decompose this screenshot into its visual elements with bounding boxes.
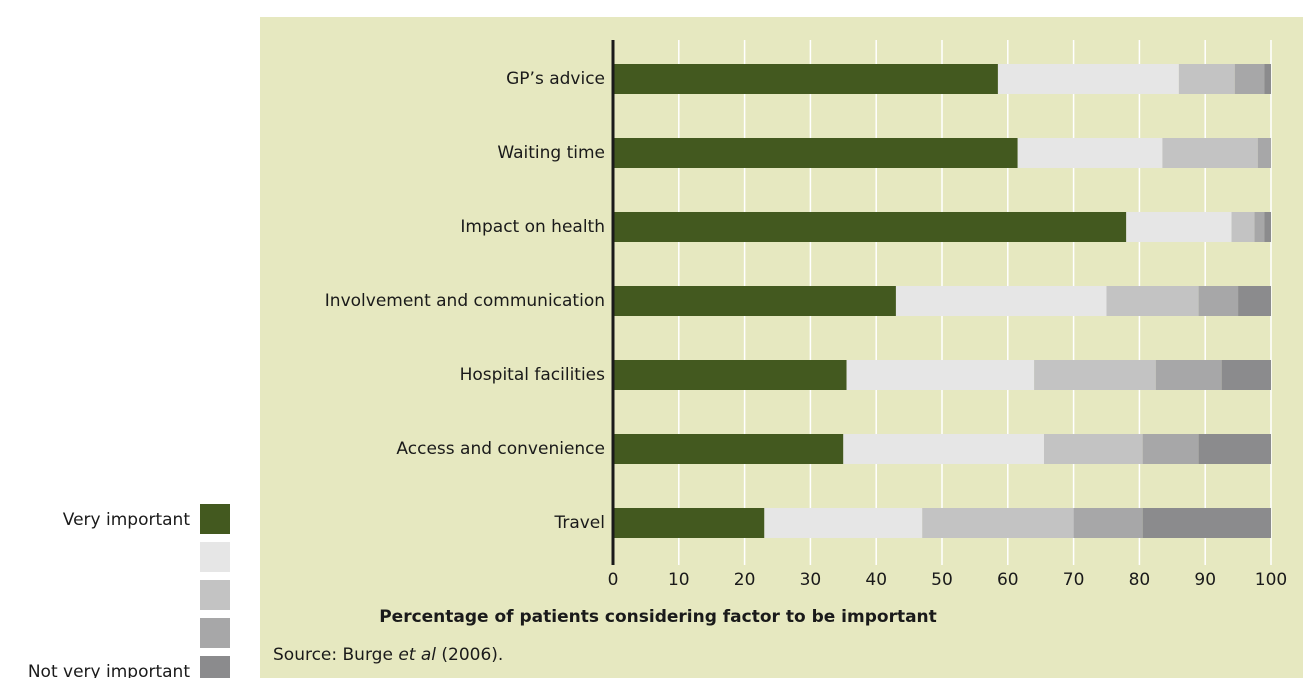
bar-segment	[1126, 212, 1232, 242]
bar-segment	[613, 212, 1127, 242]
panel	[260, 17, 1303, 678]
bar-segment	[613, 138, 1018, 168]
bar-segment	[997, 64, 1179, 94]
bar-segment	[1238, 286, 1271, 316]
bar-segment	[1155, 360, 1222, 390]
bar-segment	[1257, 138, 1271, 168]
bar-segment	[1231, 212, 1255, 242]
legend-swatch	[200, 580, 230, 610]
legend-swatch	[200, 504, 230, 534]
source-text: (2006).	[436, 645, 503, 665]
bar-segment	[1017, 138, 1163, 168]
x-tick-label: 0	[608, 570, 619, 590]
bar-segment	[613, 360, 847, 390]
bar-segment	[613, 286, 896, 316]
x-tick-label: 100	[1255, 570, 1287, 590]
bar-segment	[1142, 434, 1199, 464]
bar-segment	[922, 508, 1074, 538]
bar-segment	[1034, 360, 1156, 390]
y-tick-label: Travel	[553, 513, 605, 533]
bar-segment	[895, 286, 1107, 316]
y-tick-label: GP’s advice	[506, 69, 605, 89]
bar-segment	[613, 508, 765, 538]
bar-segment	[764, 508, 923, 538]
y-tick-label: Hospital facilities	[460, 365, 606, 385]
source-text: et al	[398, 645, 436, 665]
x-tick-label: 80	[1129, 570, 1151, 590]
legend-swatch	[200, 618, 230, 648]
bar-segment	[1198, 434, 1271, 464]
x-axis-label: Percentage of patients considering facto…	[379, 607, 937, 627]
bar-segment	[1264, 64, 1271, 94]
y-tick-label: Access and convenience	[396, 439, 605, 459]
y-tick-label: Waiting time	[497, 143, 605, 163]
x-tick-label: 10	[668, 570, 690, 590]
x-tick-label: 20	[734, 570, 756, 590]
x-tick-label: 30	[800, 570, 822, 590]
legend-label: Very important	[63, 510, 191, 530]
bar-segment	[843, 434, 1044, 464]
y-tick-label: Impact on health	[460, 217, 605, 237]
bar-segment	[1178, 64, 1235, 94]
bar-segment	[1142, 508, 1271, 538]
bar-segment	[1162, 138, 1258, 168]
x-tick-label: 70	[1063, 570, 1085, 590]
bar-segment	[1254, 212, 1265, 242]
bar-segment	[613, 64, 998, 94]
bar-segment	[1264, 212, 1271, 242]
x-tick-label: 60	[997, 570, 1019, 590]
x-tick-label: 40	[865, 570, 887, 590]
bar-segment	[1073, 508, 1143, 538]
legend-label: Not very important	[28, 662, 190, 678]
bar-segment	[1106, 286, 1199, 316]
bar-segment	[1234, 64, 1265, 94]
bar-segment	[846, 360, 1035, 390]
bar-segment	[1221, 360, 1271, 390]
legend-swatch	[200, 542, 230, 572]
bar-segment	[1043, 434, 1143, 464]
x-tick-label: 50	[931, 570, 953, 590]
source-text: Source: Burge	[273, 645, 398, 665]
legend-swatch	[200, 656, 230, 678]
x-tick-label: 90	[1194, 570, 1216, 590]
bar-segment	[613, 434, 844, 464]
bar-segment	[1198, 286, 1239, 316]
source: Source: Burge et al (2006).	[273, 645, 503, 665]
y-tick-label: Involvement and communication	[325, 291, 605, 311]
